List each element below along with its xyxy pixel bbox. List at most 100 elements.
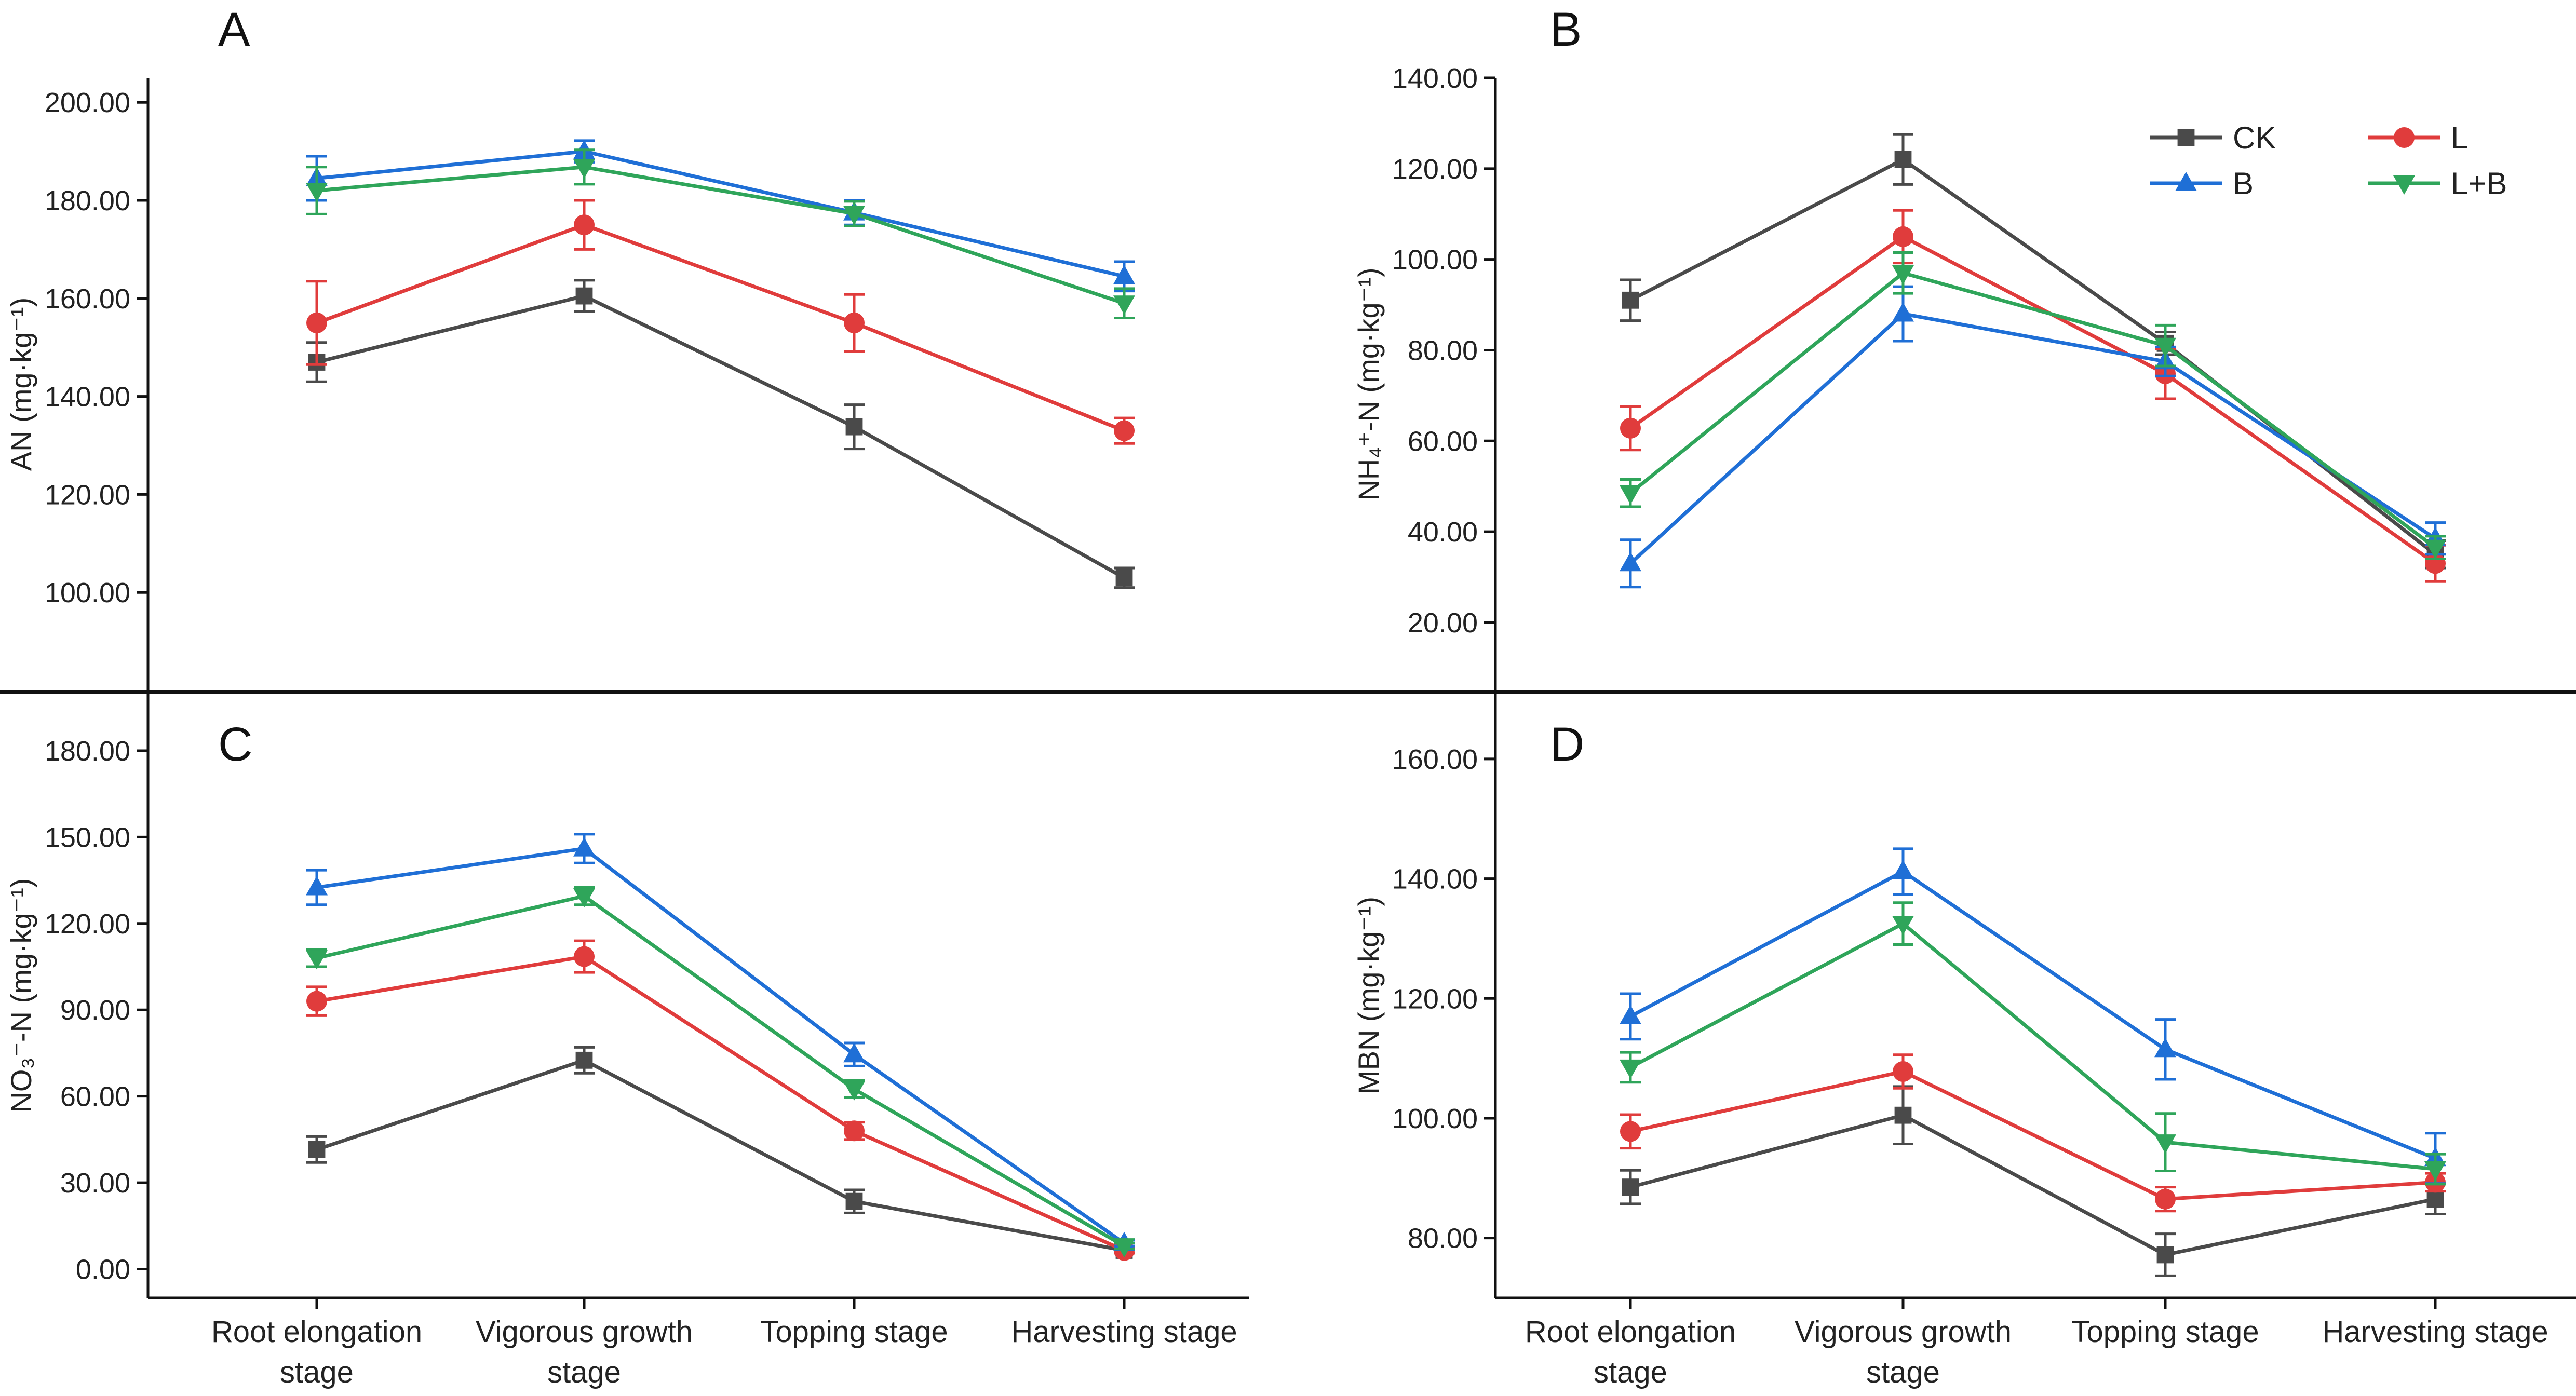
panel-c-ytick-label: 30.00	[60, 1168, 130, 1199]
panel-c-point-l-plus-b	[1113, 1238, 1135, 1258]
panel-b-ytick-label: 40.00	[1408, 517, 1478, 548]
panel-a-series-l	[306, 199, 1135, 445]
panel-d-series-ck	[1620, 1085, 2446, 1277]
legend-entry-l-plus-b: L+B	[2368, 166, 2507, 201]
panel-b: 20.00 40.00 60.00 80.00 100.00 120.00 140.00 NH…	[1352, 3, 2446, 690]
panel-d-series-l-plus-b	[1620, 901, 2446, 1186]
panel-d-point-b	[2154, 1038, 2176, 1058]
panel-b-line-l-plus-b	[1629, 270, 2437, 549]
panel-c-point-l	[844, 1120, 865, 1142]
panel-a-point-l-plus-b	[573, 159, 595, 179]
panel-a-point-l	[844, 313, 865, 333]
panel-d-series-b	[1620, 847, 2446, 1185]
panel-c-ytick-label: 0.00	[76, 1254, 130, 1285]
panel-d-ytick-label: 80.00	[1408, 1223, 1478, 1254]
panel-b-point-l	[1893, 226, 1913, 247]
panel-b-point-l-plus-b	[2154, 337, 2176, 357]
panel-c-point-l-plus-b	[843, 1081, 865, 1101]
panel-b-ytick-label: 100.00	[1392, 245, 1478, 276]
panel-c-point-l	[574, 946, 595, 967]
panel-a-point-l-plus-b	[306, 183, 328, 202]
panel-b-line-ck	[1629, 157, 2437, 556]
panel-b-series-ck	[1620, 133, 2446, 570]
panel-c-ytick-label: 90.00	[60, 995, 130, 1026]
panel-c-point-l-plus-b	[306, 950, 328, 970]
legend-label-ck: CK	[2233, 120, 2276, 155]
panel-a-y-axis-title: AN (mg·kg⁻¹)	[5, 297, 37, 471]
panel-a-ytick-label: 100.00	[45, 577, 130, 608]
panel-d-point-l-plus-b	[1620, 1059, 1641, 1079]
panel-b-series-l-plus-b	[1620, 251, 2446, 561]
panel-a-line-l	[316, 223, 1125, 432]
panel-a-line-l-plus-b	[316, 165, 1125, 305]
panel-c: 0.00 30.00 60.00 90.00 120.00 150.00 180.00 NO₃…	[5, 693, 1249, 1389]
panel-c-line-b	[316, 846, 1126, 1245]
panel-a-series-l-plus-b	[306, 148, 1135, 320]
panel-a-point-l	[574, 214, 595, 236]
panel-c-category-label: stage	[280, 1356, 354, 1389]
panel-a-point-b	[1113, 265, 1135, 284]
panel-c-line-l-plus-b	[316, 894, 1125, 1248]
panel-d-category-label: stage	[1866, 1356, 1940, 1389]
panel-d-point-l	[1893, 1061, 1913, 1082]
panel-a-point-ck	[575, 287, 593, 305]
panel-a-ytick-label: 160.00	[45, 283, 130, 315]
panel-c-point-b	[573, 837, 595, 857]
panel-a-ytick-label: 120.00	[45, 479, 130, 510]
panel-d-point-b	[1620, 1005, 1641, 1024]
panel-c-category-label: stage	[547, 1356, 621, 1389]
panel-d: 80.00 100.00 120.00 140.00 160.00 MBN (mg·kg⁻…	[1352, 693, 2576, 1389]
panel-d-point-l-plus-b	[1892, 916, 1914, 936]
panel-b-series-l	[1620, 209, 2446, 583]
panel-c-point-l	[306, 991, 327, 1012]
panel-b-line-b	[1629, 311, 2436, 565]
panel-c-point-ck	[845, 1192, 863, 1210]
panel-b-series-b	[1620, 285, 2446, 589]
panel-d-line-b	[1629, 869, 2436, 1160]
panel-c-point-b	[843, 1043, 865, 1063]
panel-d-ytick-label: 140.00	[1392, 864, 1478, 895]
legend-marker-l	[2394, 127, 2415, 148]
panel-a-ytick-label: 140.00	[45, 382, 130, 413]
panel-c-ytick-label: 180.00	[45, 736, 130, 767]
panel-c-point-b	[306, 876, 328, 896]
legend-entry-ck: CK	[2150, 120, 2276, 155]
panel-a-ytick-label: 200.00	[45, 87, 130, 118]
legend: CK L B L+B	[2150, 120, 2507, 201]
panel-d-line-l-plus-b	[1629, 921, 2436, 1171]
panel-b-point-l	[1620, 417, 1641, 439]
legend-marker-ck	[2177, 129, 2195, 146]
panel-d-point-l-plus-b	[2424, 1161, 2446, 1181]
panel-d-category-label: Vigorous growth	[1795, 1315, 2012, 1349]
panel-d-point-ck	[2426, 1190, 2444, 1208]
panel-d-category-label: Root elongation	[1525, 1315, 1736, 1349]
legend-label-l: L	[2451, 120, 2468, 155]
panel-d-category-label: stage	[1594, 1356, 1667, 1389]
panel-d-point-b	[1892, 860, 1914, 879]
panel-d-point-l	[2155, 1188, 2176, 1210]
panel-c-ytick-label: 120.00	[45, 909, 130, 940]
panel-b-ytick-label: 140.00	[1392, 63, 1478, 94]
panel-b-ytick-label: 120.00	[1392, 154, 1478, 185]
panel-a-point-ck	[845, 418, 863, 436]
panel-d-category-label: Harvesting stage	[2322, 1315, 2548, 1349]
panel-c-y-axis-title: NO₃⁻-N (mg·kg⁻¹)	[5, 878, 37, 1113]
panel-c-series-l	[306, 939, 1135, 1261]
panel-b-point-l-plus-b	[1620, 485, 1641, 505]
panel-c-point-ck	[308, 1141, 326, 1158]
panel-c-series-l-plus-b	[306, 886, 1135, 1258]
panel-d-ytick-label: 100.00	[1392, 1103, 1478, 1134]
panel-a-series-ck	[306, 279, 1135, 589]
panel-d-point-ck	[2156, 1246, 2174, 1264]
panel-b-letter: B	[1550, 3, 1582, 56]
panel-b-ytick-label: 80.00	[1408, 335, 1478, 366]
legend-entry-l: L	[2368, 120, 2468, 155]
panel-d-category-label: Topping stage	[2071, 1315, 2259, 1349]
panel-c-letter: C	[218, 718, 252, 771]
panel-a-point-l-plus-b	[1113, 295, 1135, 315]
panel-c-point-l-plus-b	[573, 888, 595, 908]
panel-c-line-ck	[316, 1058, 1125, 1252]
panel-d-point-ck	[1894, 1106, 1912, 1124]
panel-d-series-l	[1620, 1053, 2446, 1213]
